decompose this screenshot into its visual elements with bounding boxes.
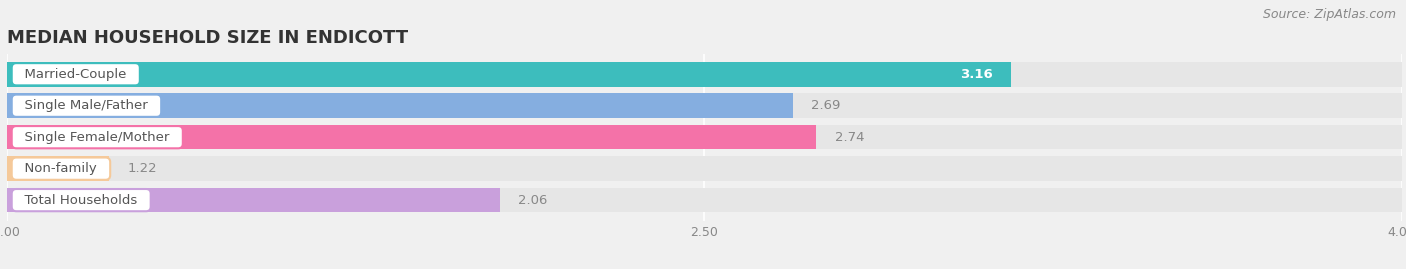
Bar [7,93,793,118]
Bar [7,62,1011,87]
Bar [7,62,1402,87]
Bar [7,188,501,213]
Text: 3.16: 3.16 [960,68,993,81]
Bar [7,156,110,181]
Bar [7,125,1402,150]
Bar [7,125,815,150]
Text: Source: ZipAtlas.com: Source: ZipAtlas.com [1263,8,1396,21]
Text: Total Households: Total Households [17,194,146,207]
Bar [7,188,1402,213]
Bar [7,93,1402,118]
Text: 1.22: 1.22 [128,162,157,175]
Text: 2.74: 2.74 [835,131,865,144]
Text: 2.69: 2.69 [811,99,841,112]
Bar [7,125,1402,150]
Bar [7,156,1402,181]
Text: 2.06: 2.06 [519,194,548,207]
Bar [7,156,1402,181]
Text: Non-family: Non-family [17,162,105,175]
Text: MEDIAN HOUSEHOLD SIZE IN ENDICOTT: MEDIAN HOUSEHOLD SIZE IN ENDICOTT [7,29,408,47]
Text: Single Female/Mother: Single Female/Mother [17,131,179,144]
Text: Married-Couple: Married-Couple [17,68,135,81]
Bar [7,93,1402,118]
Bar [7,188,1402,213]
Text: Single Male/Father: Single Male/Father [17,99,156,112]
Bar [7,62,1402,87]
